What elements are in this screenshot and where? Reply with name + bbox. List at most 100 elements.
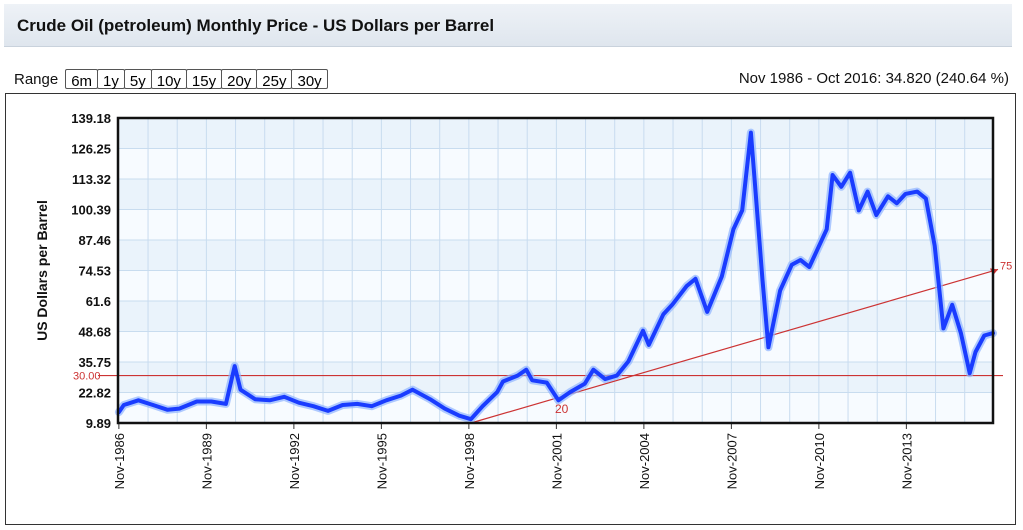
- series-point: [545, 381, 549, 385]
- plot-band: [118, 362, 993, 393]
- series-point: [428, 397, 432, 401]
- series-point: [924, 197, 928, 201]
- series-point: [311, 404, 315, 408]
- series-point: [982, 333, 986, 337]
- plot-band: [118, 331, 993, 362]
- series-point: [731, 227, 735, 231]
- plot-band: [118, 209, 993, 240]
- series-point: [239, 388, 242, 392]
- y-tick-label: 48.68: [78, 325, 111, 340]
- series-point: [749, 131, 753, 135]
- series-point: [603, 377, 607, 381]
- x-tick-label: Nov-2013: [899, 433, 914, 489]
- series-point: [443, 407, 447, 411]
- x-tick-label: Nov-1986: [112, 433, 127, 489]
- y-tick-label: 87.46: [78, 233, 111, 248]
- trend-end-label: 75: [1000, 260, 1012, 272]
- y-tick-label: 9.89: [86, 416, 111, 431]
- y-tick-label: 61.6: [86, 294, 111, 309]
- series-point: [886, 194, 890, 198]
- series-point: [224, 402, 228, 406]
- series-point: [209, 400, 213, 404]
- series-point: [974, 350, 977, 354]
- series-point: [933, 244, 937, 248]
- series-point: [233, 364, 237, 368]
- series-point: [874, 213, 878, 217]
- page-title: Crude Oil (petroleum) Monthly Price - US…: [17, 16, 495, 35]
- y-tick-label: 22.82: [78, 386, 111, 401]
- series-point: [816, 246, 820, 250]
- series-point: [950, 303, 954, 307]
- plot-band: [118, 148, 993, 179]
- y-tick-label: 74.53: [78, 264, 111, 279]
- trend-start-label: 20: [555, 402, 569, 416]
- range-selector: Range 6m 1y 5y 10y 15y 20y 25y 30y: [14, 66, 328, 92]
- series-point: [959, 331, 963, 335]
- series-point: [685, 284, 689, 288]
- series-point: [166, 408, 170, 412]
- reference-line-label: 30.00: [73, 371, 101, 383]
- series-point: [740, 208, 744, 212]
- x-tick-label: Nov-1995: [374, 433, 389, 489]
- plot-band: [118, 240, 993, 271]
- series-point: [136, 398, 140, 402]
- series-point: [253, 397, 257, 401]
- series-point: [904, 192, 907, 196]
- series-point: [839, 185, 843, 189]
- series-point: [524, 368, 528, 372]
- x-tick-label: Nov-2001: [549, 433, 564, 489]
- series-point: [778, 289, 782, 293]
- series-point: [151, 403, 155, 407]
- series-point: [761, 279, 765, 283]
- range-summary: Nov 1986 - Oct 2016: 34.820 (240.64 %): [738, 70, 1009, 87]
- y-tick-label: 139.18: [71, 111, 111, 126]
- series-point: [481, 404, 485, 408]
- series-point: [941, 326, 945, 330]
- series-point: [848, 171, 852, 175]
- series-point: [799, 258, 802, 262]
- x-tick-label: Nov-2010: [812, 433, 827, 489]
- series-point: [469, 417, 473, 421]
- series-point: [661, 312, 665, 316]
- series-point: [641, 329, 645, 333]
- plot-band: [118, 301, 993, 332]
- x-tick-label: Nov-1992: [287, 433, 302, 489]
- series-point: [895, 201, 899, 205]
- series-point: [647, 343, 651, 347]
- series-point: [384, 398, 388, 402]
- x-tick-label: Nov-1998: [462, 433, 477, 489]
- series-point: [626, 359, 630, 363]
- range-button-15y[interactable]: 15y: [185, 69, 223, 90]
- x-tick-label: Nov-2004: [637, 433, 652, 489]
- plot-border: [116, 116, 995, 425]
- series-point: [915, 190, 919, 194]
- series-point: [195, 400, 199, 404]
- series-point: [825, 227, 829, 231]
- series-point: [326, 409, 330, 413]
- series-point: [495, 390, 499, 394]
- series-point: [530, 378, 534, 382]
- series-point: [370, 404, 374, 408]
- range-button-25y[interactable]: 25y: [256, 69, 293, 90]
- y-tick-label: 113.32: [72, 172, 111, 187]
- y-tick-label: 126.25: [71, 142, 111, 157]
- series-point: [831, 173, 835, 177]
- series-point: [615, 374, 619, 378]
- series-point: [790, 263, 794, 267]
- range-button-30y[interactable]: 30y: [291, 69, 328, 90]
- range-button-6m[interactable]: 6m: [65, 69, 99, 90]
- series-point: [341, 403, 345, 407]
- series-point: [720, 274, 724, 278]
- series-point: [457, 414, 461, 418]
- series-point: [694, 277, 697, 281]
- x-tick-label: Nov-2007: [724, 433, 739, 489]
- series-point: [556, 398, 560, 402]
- x-tick-label: Nov-1989: [199, 433, 214, 489]
- plot-band: [118, 270, 993, 301]
- series-point: [591, 368, 595, 372]
- series-point: [399, 394, 403, 398]
- series-point: [968, 371, 972, 375]
- range-button-20y[interactable]: 20y: [221, 69, 258, 90]
- series-point: [705, 310, 709, 314]
